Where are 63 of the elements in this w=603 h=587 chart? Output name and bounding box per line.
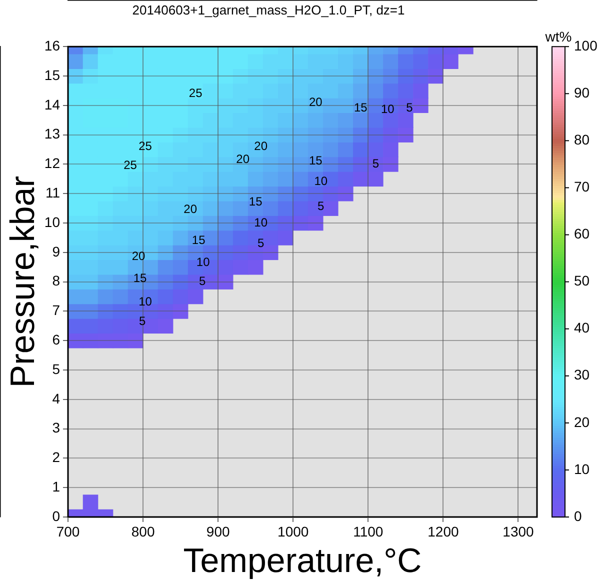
color-bar-label: 100 — [574, 37, 598, 54]
y-tick-label: 11 — [45, 184, 60, 200]
y-tick-label: 10 — [44, 214, 60, 230]
annotation: 15 — [192, 232, 206, 247]
annotation: 20 — [132, 249, 146, 264]
x-tick-label: 1000 — [278, 523, 309, 540]
annotation: 25 — [124, 158, 138, 172]
y-tick-label: 0 — [52, 508, 60, 524]
annotation: 10 — [314, 174, 328, 188]
annotation: 25 — [138, 138, 152, 153]
y-tick-label: 2 — [52, 449, 60, 466]
y-tick-label: 7 — [52, 302, 60, 318]
x-axis-title: Temperature,°C — [183, 542, 422, 580]
color-bar-label: 20 — [574, 414, 590, 430]
y-tick-label: 13 — [44, 126, 60, 142]
annotation: 10 — [196, 255, 210, 270]
y-axis-title: Pressure,kbar — [4, 176, 42, 388]
annotation: 5 — [138, 314, 146, 328]
y-tick-label: 8 — [52, 272, 60, 289]
y-tick-label: 5 — [52, 360, 60, 377]
x-tick-label: 800 — [131, 523, 155, 540]
x-tick-label: 1200 — [428, 523, 459, 540]
annotation: 5 — [318, 199, 325, 214]
x-tick-label: 1100 — [353, 523, 384, 540]
annotation: 20 — [308, 94, 323, 109]
y-tick-label: 1 — [52, 478, 60, 494]
color-bar-label: 60 — [574, 226, 590, 242]
y-tick-label: 14 — [44, 96, 60, 112]
annotation: 5 — [406, 100, 414, 115]
chart-title: 20140603+1_garnet_mass_H2O_1.0_PT, dz=1 — [132, 2, 405, 18]
color-bar-label: 70 — [574, 178, 590, 195]
annotation: 10 — [138, 294, 152, 309]
annotation: 20 — [236, 152, 250, 166]
color-bar-label: 50 — [574, 272, 590, 289]
y-tick-label: 3 — [52, 420, 60, 436]
y-tick-label: 6 — [52, 331, 60, 348]
annotation: 15 — [248, 194, 263, 209]
color-bar-label: 0 — [574, 508, 582, 524]
annotation: 25 — [188, 86, 203, 100]
annotation: 5 — [258, 236, 265, 250]
color-bar-title: wt% — [544, 28, 572, 44]
annotation: 10 — [254, 215, 268, 230]
color-bar-label: 10 — [574, 460, 590, 477]
y-tick-label: 15 — [44, 66, 60, 83]
color-bar-label: 90 — [574, 84, 590, 100]
annotation: 5 — [198, 274, 206, 288]
x-tick-label: 1300 — [502, 523, 534, 540]
annotation: 5 — [372, 156, 380, 171]
color-bar-label: 40 — [574, 320, 590, 336]
y-tick-label: 4 — [52, 390, 60, 406]
annotation: 10 — [380, 102, 395, 116]
annotation: 15 — [133, 271, 148, 286]
color-bar-label: 30 — [574, 366, 590, 383]
annotation: 20 — [184, 202, 198, 216]
x-tick-label: 700 — [56, 523, 80, 540]
annotation: 15 — [354, 100, 368, 115]
y-tick-label: 12 — [44, 155, 60, 172]
annotation: 15 — [308, 154, 323, 168]
color-bar-label: 80 — [574, 132, 590, 148]
annotation: 20 — [254, 138, 268, 153]
y-tick-label: 16 — [44, 37, 60, 54]
y-tick-label: 9 — [52, 243, 60, 260]
x-tick-label: 900 — [206, 523, 230, 540]
